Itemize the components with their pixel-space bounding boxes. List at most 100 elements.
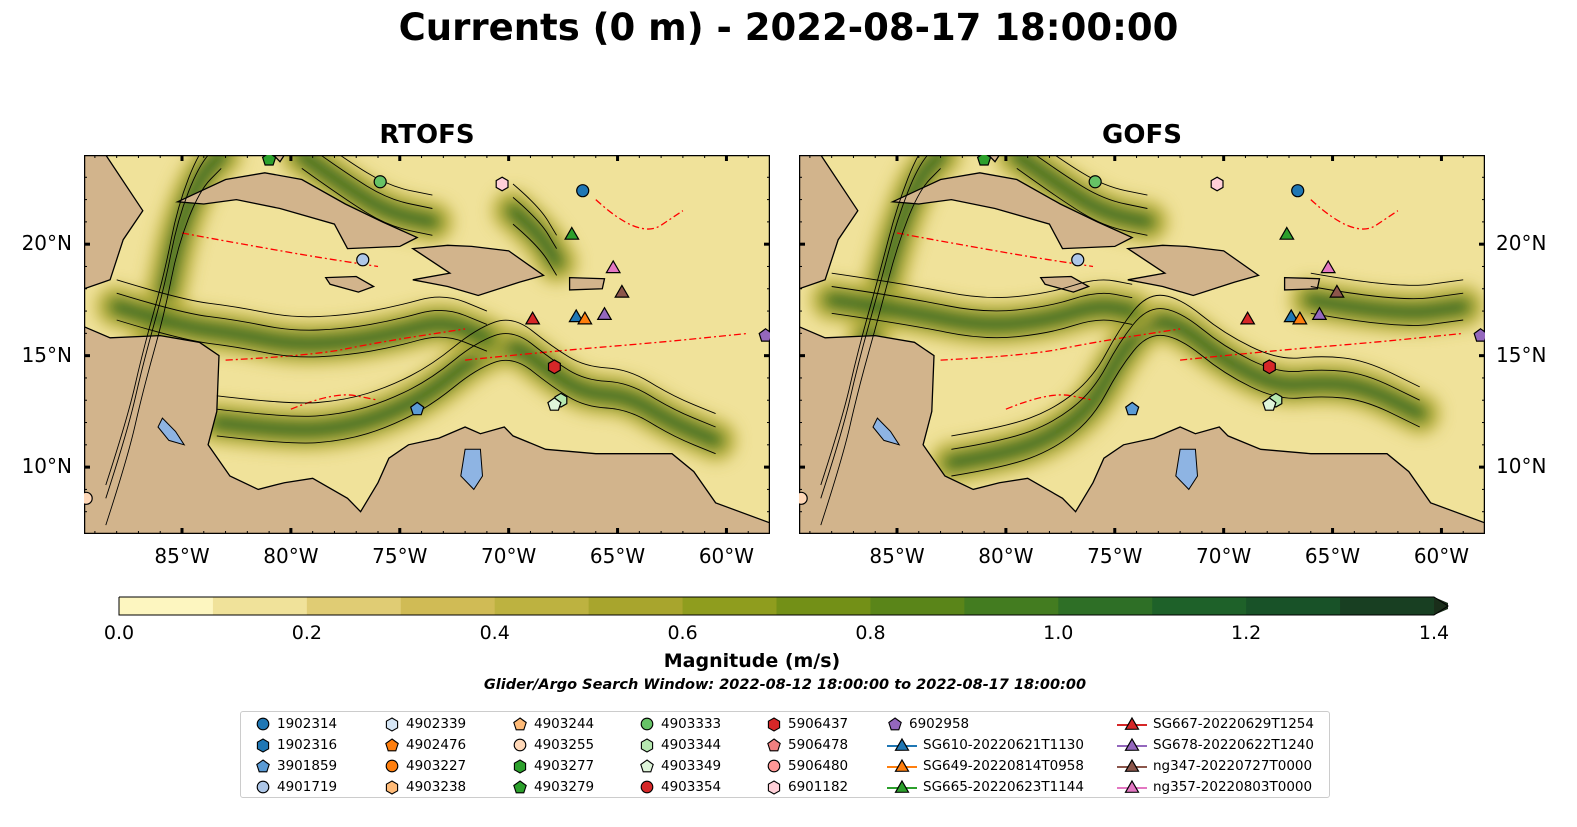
legend-label: 4903354 <box>661 779 722 795</box>
legend-label: 3901859 <box>277 758 338 774</box>
glider-SG665-20220623T1144 <box>1279 226 1295 240</box>
glider-ng357-20220803T0000 <box>1320 259 1337 274</box>
legend-item: 4903244 <box>512 714 594 734</box>
legend-item: SG610-20220621T1130 <box>887 735 1084 755</box>
legend: 1902314 1902316 3901859 4901719 4902339 49024… <box>240 711 1330 798</box>
x-tick-label: 70°W <box>1196 544 1252 568</box>
argo-float-4901719 <box>356 253 370 267</box>
legend-label: SG649-20220814T0958 <box>923 758 1084 774</box>
legend-label: SG665-20220623T1144 <box>923 779 1084 795</box>
legend-item: 1902314 <box>255 714 337 734</box>
legend-item: 5906478 <box>766 735 848 755</box>
legend-label: 4903349 <box>661 758 722 774</box>
legend-symbol <box>887 758 917 772</box>
legend-item: 4903354 <box>639 777 721 797</box>
legend-label: 4903238 <box>406 779 467 795</box>
legend-label: 4903333 <box>661 716 722 732</box>
glider-ng347-20220727T0000 <box>614 284 630 298</box>
x-tick-label: 75°W <box>1087 544 1143 568</box>
legend-item: ng357-20220803T0000 <box>1117 777 1312 797</box>
y-tick-label: 10°N <box>1496 454 1547 479</box>
legend-item: 1902316 <box>255 735 337 755</box>
argo-float-4901719 <box>1071 253 1085 267</box>
legend-symbol <box>385 759 399 773</box>
legend-symbol <box>767 717 781 732</box>
legend-symbol <box>767 738 781 752</box>
argo-float-4903279 <box>261 155 277 166</box>
x-tick-label: 70°W <box>481 544 537 568</box>
x-tick-label: 65°W <box>1304 544 1361 568</box>
legend-label: ng357-20220803T0000 <box>1153 779 1313 795</box>
glider-SG667-20220629T1254 <box>1239 310 1256 325</box>
legend-symbol <box>640 759 654 773</box>
legend-symbol <box>513 759 527 774</box>
colorbar-tick-label: 0.2 <box>291 622 322 644</box>
colorbar-tick-label: 1.4 <box>1418 622 1450 644</box>
legend-symbol <box>1117 758 1147 772</box>
y-tick-label: 15°N <box>1496 342 1547 367</box>
float-markers <box>799 155 1485 505</box>
legend-item: SG665-20220623T1144 <box>887 777 1084 797</box>
glider-SG678-20220622T1240 <box>1311 306 1328 320</box>
glider-SG667-20220629T1254 <box>524 310 541 325</box>
argo-float-4903279 <box>976 155 992 166</box>
legend-item: 6902958 <box>887 714 969 734</box>
map-canvas <box>84 155 770 534</box>
glider-SG665-20220623T1144 <box>564 226 580 240</box>
argo-float-4903255 <box>84 491 93 505</box>
legend-item: 4903255 <box>512 735 594 755</box>
legend-label: SG610-20220621T1130 <box>923 737 1084 753</box>
float-markers <box>84 155 770 505</box>
legend-item: ng347-20220727T0000 <box>1117 756 1312 776</box>
glider-SG610-20220621T1130 <box>1283 308 1299 323</box>
legend-label: 4901719 <box>277 779 338 795</box>
legend-label: 5906437 <box>788 716 849 732</box>
legend-item: 4903349 <box>639 756 721 776</box>
legend-symbol <box>1117 716 1147 730</box>
legend-label: 1902316 <box>277 737 338 753</box>
legend-label: 4903279 <box>534 779 595 795</box>
legend-symbol <box>513 780 527 794</box>
y-tick-label: 20°N <box>21 231 72 256</box>
legend-label: 4902476 <box>406 737 467 753</box>
legend-label: 1902314 <box>277 716 338 732</box>
legend-symbol <box>640 780 654 794</box>
x-tick-label: 85°W <box>154 544 210 568</box>
colorbar-tick-label: 0.6 <box>667 622 698 644</box>
legend-label: 5906478 <box>788 737 849 753</box>
glider-SG610-20220621T1130 <box>568 308 584 323</box>
argo-float-6902958 <box>758 328 770 342</box>
legend-symbol <box>256 759 270 773</box>
legend-item: SG649-20220814T0958 <box>887 756 1084 776</box>
legend-symbol <box>640 738 654 753</box>
y-tick-label: 10°N <box>21 454 72 479</box>
x-tick-label: 75°W <box>372 544 428 568</box>
legend-item: SG678-20220622T1240 <box>1117 735 1314 755</box>
colorbar-tick-label: 0.8 <box>855 622 886 644</box>
x-tick-label: 60°W <box>1413 544 1470 568</box>
legend-symbol <box>256 738 270 753</box>
legend-label: SG667-20220629T1254 <box>1153 716 1314 732</box>
colorbar-tick-label: 1.2 <box>1231 622 1262 644</box>
argo-float-1902314 <box>1291 184 1305 198</box>
argo-float-5906437 <box>547 359 561 375</box>
x-tick-label: 80°W <box>263 544 319 568</box>
y-tick-label: 20°N <box>1496 231 1547 256</box>
argo-float-4903349 <box>1262 397 1277 411</box>
streamlines <box>820 155 1464 526</box>
legend-label: 4903344 <box>661 737 722 753</box>
x-tick-label: 65°W <box>589 544 646 568</box>
legend-item: 5906437 <box>766 714 848 734</box>
legend-item: 4902339 <box>384 714 466 734</box>
legend-symbol <box>887 737 917 751</box>
colorbar-tick-label: 0.4 <box>479 622 510 644</box>
legend-symbol <box>256 717 270 731</box>
legend-label: 6901182 <box>788 779 849 795</box>
frame <box>799 155 1485 534</box>
map-canvas <box>799 155 1485 534</box>
figure-title: Currents (0 m) - 2022-08-17 18:00:00 <box>398 6 1179 49</box>
glider-ng357-20220803T0000 <box>605 259 622 274</box>
legend-symbol <box>767 780 781 795</box>
legend-item: 4903238 <box>384 777 466 797</box>
legend-item: 4903344 <box>639 735 721 755</box>
